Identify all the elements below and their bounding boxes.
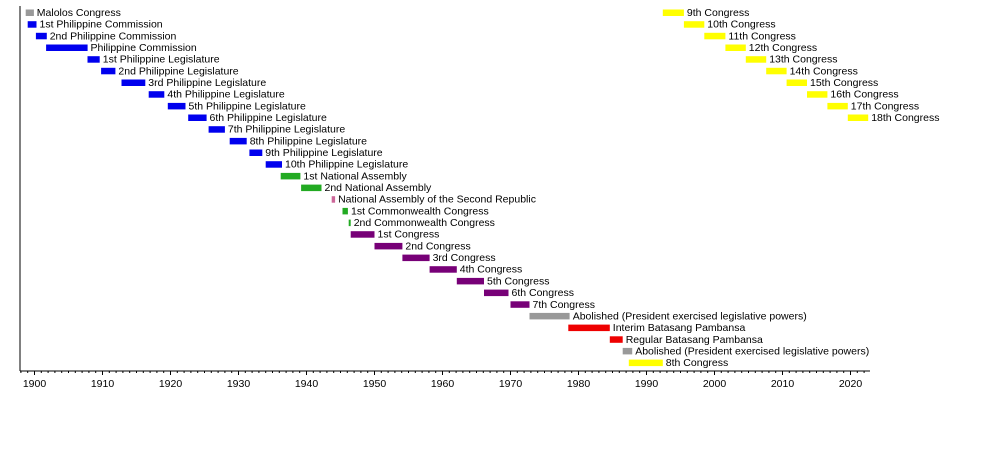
- bar-label-4: 1st Philippine Legislature: [103, 54, 220, 66]
- x-tick-label-1960: 1960: [431, 378, 455, 390]
- bar-10: [208, 126, 225, 133]
- bar-14: [280, 172, 301, 180]
- bar-36: [766, 67, 787, 75]
- bar-21: [402, 254, 430, 262]
- bar-label-22: 4th Congress: [460, 264, 522, 276]
- bar-label-2: 2nd Philippine Commission: [50, 30, 177, 42]
- bar-label-36: 14th Congress: [790, 65, 858, 77]
- bar-label-16: National Assembly of the Second Republic: [338, 194, 536, 206]
- bar-label-15: 2nd National Assembly: [325, 182, 433, 194]
- x-tick-label-1940: 1940: [295, 378, 319, 390]
- bar-4: [87, 56, 100, 63]
- bar-35: [745, 56, 767, 63]
- x-tick-label-2000: 2000: [703, 378, 727, 390]
- bar-label-1: 1st Philippine Commission: [40, 19, 163, 31]
- bar-label-23: 5th Congress: [487, 275, 549, 287]
- bar-27: [568, 324, 610, 332]
- bar-label-40: 18th Congress: [871, 112, 939, 124]
- bar-label-34: 12th Congress: [749, 42, 817, 54]
- bar-12: [249, 149, 263, 156]
- bar-6: [121, 79, 146, 86]
- bar-37: [786, 79, 807, 86]
- bar-label-0: Malolos Congress: [37, 7, 121, 19]
- x-tick-label-2010: 2010: [771, 378, 795, 390]
- bar-8: [167, 102, 186, 110]
- bar-3: [46, 44, 88, 51]
- bar-16: [331, 196, 336, 203]
- bar-label-19: 1st Congress: [378, 229, 440, 241]
- bar-2: [35, 32, 47, 40]
- bar-label-32: 10th Congress: [707, 19, 775, 31]
- bar-20: [374, 242, 403, 250]
- bar-label-39: 17th Congress: [851, 100, 919, 112]
- bar-32: [683, 21, 705, 28]
- bar-11: [229, 137, 247, 145]
- bar-7: [148, 91, 165, 98]
- bar-label-29: Abolished (President exercised legislati…: [635, 345, 869, 357]
- x-tick-label-1910: 1910: [91, 378, 115, 390]
- bar-29: [622, 347, 633, 355]
- bar-label-27: Interim Batasang Pambansa: [613, 322, 746, 334]
- bar-31: [662, 9, 684, 16]
- bar-label-7: 4th Philippine Legislature: [167, 89, 284, 101]
- bar-30: [628, 359, 663, 367]
- x-tick-label-1980: 1980: [567, 378, 591, 390]
- x-tick-label-1920: 1920: [159, 378, 183, 390]
- bar-label-14: 1st National Assembly: [303, 170, 407, 182]
- x-tick-label-1990: 1990: [635, 378, 659, 390]
- bar-25: [510, 301, 530, 308]
- bar-label-21: 3rd Congress: [433, 252, 496, 264]
- bar-label-25: 7th Congress: [533, 299, 595, 311]
- bar-label-28: Regular Batasang Pambansa: [626, 334, 763, 346]
- bar-label-13: 10th Philippine Legislature: [285, 159, 408, 171]
- bar-40: [847, 114, 869, 121]
- bar-26: [529, 312, 570, 320]
- bar-label-10: 7th Philippine Legislature: [228, 124, 345, 136]
- bar-24: [484, 289, 509, 297]
- bar-38: [807, 91, 828, 98]
- bar-5: [101, 67, 116, 75]
- x-tick-label-1930: 1930: [227, 378, 251, 390]
- bar-label-3: Philippine Commission: [91, 42, 197, 54]
- bar-label-30: 8th Congress: [666, 357, 728, 369]
- bar-label-33: 11th Congress: [728, 30, 796, 42]
- bar-label-8: 5th Philippine Legislature: [189, 100, 306, 112]
- bar-15: [301, 184, 322, 192]
- bar-34: [725, 44, 746, 51]
- bar-label-17: 1st Commonwealth Congress: [351, 205, 489, 217]
- bar-13: [265, 161, 282, 168]
- bar-9: [188, 114, 207, 121]
- bar-18: [348, 219, 351, 227]
- bar-label-24: 6th Congress: [512, 287, 574, 299]
- bar-1: [27, 21, 37, 28]
- bar-0: [25, 9, 34, 16]
- x-tick-label-1950: 1950: [363, 378, 387, 390]
- x-tick-label-1900: 1900: [23, 378, 47, 390]
- x-tick-label-1970: 1970: [499, 378, 523, 390]
- bar-28: [609, 336, 623, 343]
- bar-22: [429, 266, 457, 273]
- bar-label-35: 13th Congress: [769, 54, 837, 66]
- bar-label-6: 3rd Philippine Legislature: [148, 77, 266, 89]
- bar-label-20: 2nd Congress: [405, 240, 470, 252]
- bar-label-31: 9th Congress: [687, 7, 749, 19]
- bar-23: [456, 277, 484, 285]
- x-axis: 1900 1910 1920 1930 1940 1950 1960 1970 1980 1990…: [19, 6, 870, 390]
- bar-33: [704, 32, 726, 40]
- bar-label-37: 15th Congress: [810, 77, 878, 89]
- bar-label-18: 2nd Commonwealth Congress: [354, 217, 495, 229]
- bars-layer: [25, 9, 869, 367]
- x-tick-label-2020: 2020: [839, 378, 863, 390]
- bar-label-26: Abolished (President exercised legislati…: [573, 310, 807, 322]
- bar-39: [827, 102, 848, 110]
- bar-17: [342, 207, 348, 215]
- bar-label-5: 2nd Philippine Legislature: [118, 65, 238, 77]
- bar-label-11: 8th Philippine Legislature: [250, 135, 367, 147]
- bar-19: [350, 231, 375, 238]
- bar-label-38: 16th Congress: [830, 89, 898, 101]
- bar-label-9: 6th Philippine Legislature: [210, 112, 327, 124]
- bar-label-12: 9th Philippine Legislature: [265, 147, 382, 159]
